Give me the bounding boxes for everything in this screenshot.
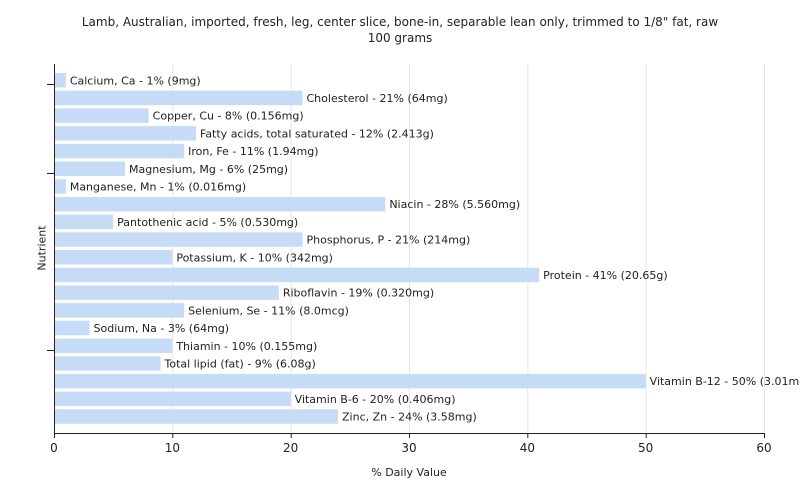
x-tick-label: 40: [520, 441, 535, 455]
bar: [55, 356, 161, 371]
bar: [55, 338, 173, 353]
bar-label: Potassium, K - 10% (342mg): [176, 251, 333, 264]
bar: [55, 267, 540, 283]
x-tick-label: 20: [283, 441, 298, 455]
x-axis-label: % Daily Value: [371, 466, 447, 479]
bar: [55, 73, 66, 88]
bar: [55, 250, 173, 265]
bar-label: Calcium, Ca - 1% (9mg): [70, 74, 201, 87]
x-tick-label: 30: [401, 441, 416, 455]
x-tick-label: 60: [756, 441, 771, 455]
bar-label: Niacin - 28% (5.560mg): [389, 198, 520, 211]
x-tick-label: 0: [50, 441, 58, 455]
chart-subtitle: 100 grams: [367, 31, 433, 45]
bar-label: Sodium, Na - 3% (64mg): [94, 322, 230, 335]
bar-label: Thiamin - 10% (0.155mg): [175, 340, 317, 353]
bar-label: Protein - 41% (20.65g): [543, 269, 668, 282]
bar-label: Copper, Cu - 8% (0.156mg): [153, 110, 304, 123]
bar: [55, 143, 185, 159]
x-tick-label: 50: [638, 441, 653, 455]
bar: [55, 285, 279, 300]
chart-title: Lamb, Australian, imported, fresh, leg, …: [0, 14, 800, 46]
bar-label: Total lipid (fat) - 9% (6.08g): [164, 357, 316, 370]
bar-label: Selenium, Se - 11% (8.0mcg): [188, 304, 349, 317]
bar-label: Pantothenic acid - 5% (0.530mg): [117, 216, 298, 229]
bar-label: Fatty acids, total saturated - 12% (2.41…: [200, 127, 434, 140]
bar: [55, 126, 196, 141]
bar: [55, 196, 386, 212]
bar: [55, 391, 291, 407]
x-tick-label: 10: [165, 441, 180, 455]
bar-label: Magnesium, Mg - 6% (25mg): [129, 163, 288, 176]
bar-label: Manganese, Mn - 1% (0.016mg): [70, 180, 246, 193]
bar-label: Vitamin B-6 - 20% (0.406mg): [295, 393, 456, 406]
bar-label: Iron, Fe - 11% (1.94mg): [188, 145, 318, 158]
bar: [55, 161, 125, 176]
bar: [55, 409, 338, 424]
bar: [55, 303, 185, 318]
bar: [55, 108, 149, 123]
bar-label: Vitamin B-12 - 50% (3.01mcg): [650, 375, 800, 388]
bar: [55, 373, 646, 389]
bar: [55, 232, 303, 247]
chart-title-text: Lamb, Australian, imported, fresh, leg, …: [81, 15, 719, 29]
bar: [55, 214, 114, 230]
y-axis-label: Nutrient: [35, 225, 49, 271]
bar: [55, 90, 303, 106]
bar: [55, 179, 66, 194]
bar-label: Riboflavin - 19% (0.320mg): [283, 287, 434, 300]
bar-label: Zinc, Zn - 24% (3.58mg): [342, 411, 477, 424]
bar-label: Phosphorus, P - 21% (214mg): [307, 234, 471, 247]
bar: [55, 320, 90, 336]
bar-label: Cholesterol - 21% (64mg): [307, 92, 448, 105]
